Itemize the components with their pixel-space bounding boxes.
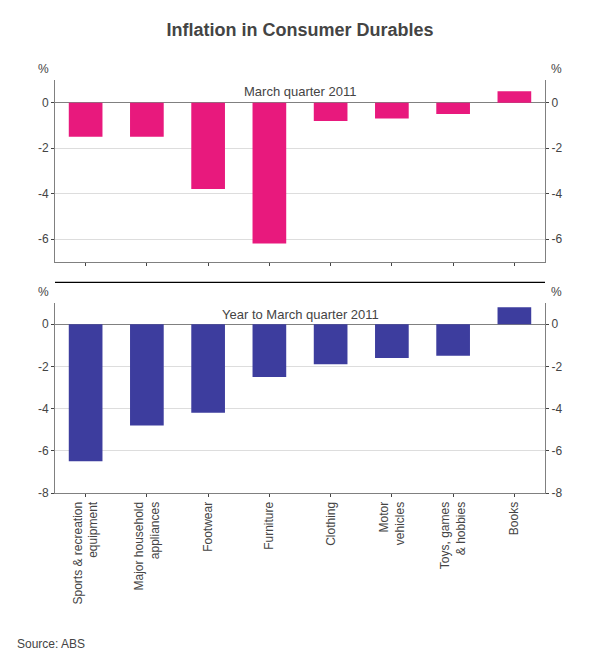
svg-text:Year to March quarter 2011: Year to March quarter 2011	[222, 307, 379, 322]
svg-text:-6: -6	[38, 444, 49, 458]
svg-text:Books: Books	[507, 502, 521, 535]
svg-text:-2: -2	[551, 141, 562, 155]
svg-text:March quarter 2011: March quarter 2011	[244, 84, 357, 99]
svg-text:0: 0	[551, 96, 558, 110]
svg-text:%: %	[38, 62, 49, 76]
svg-text:-8: -8	[551, 486, 562, 500]
svg-text:0: 0	[551, 317, 558, 331]
svg-text:%: %	[551, 62, 562, 76]
svg-text:%: %	[38, 285, 49, 299]
svg-text:-6: -6	[551, 444, 562, 458]
svg-text:Sports & recreationequipment: Sports & recreationequipment	[71, 501, 101, 604]
svg-text:-8: -8	[38, 486, 49, 500]
svg-text:-6: -6	[551, 232, 562, 246]
svg-text:-4: -4	[38, 187, 49, 201]
svg-text:-4: -4	[551, 402, 562, 416]
svg-text:Source: ABS: Source: ABS	[17, 637, 85, 651]
svg-text:Motorvehicles: Motorvehicles	[377, 502, 407, 545]
svg-text:Major householdappliances: Major householdappliances	[132, 502, 162, 591]
svg-text:Footwear: Footwear	[201, 502, 215, 552]
svg-text:Toys, games& hobbies: Toys, games& hobbies	[438, 502, 468, 569]
svg-text:-2: -2	[38, 141, 49, 155]
svg-text:0: 0	[42, 317, 49, 331]
svg-text:-2: -2	[38, 360, 49, 374]
svg-text:0: 0	[42, 96, 49, 110]
svg-text:-4: -4	[551, 187, 562, 201]
svg-text:Furniture: Furniture	[262, 501, 276, 549]
svg-text:-6: -6	[38, 232, 49, 246]
svg-text:%: %	[551, 285, 562, 299]
svg-text:-4: -4	[38, 402, 49, 416]
svg-text:Clothing: Clothing	[324, 502, 338, 546]
svg-text:Inflation in Consumer Durables: Inflation in Consumer Durables	[166, 20, 433, 40]
svg-text:-2: -2	[551, 360, 562, 374]
